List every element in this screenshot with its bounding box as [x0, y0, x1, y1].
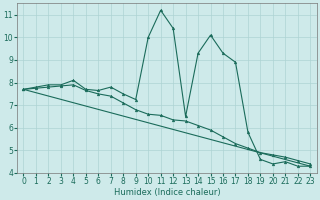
X-axis label: Humidex (Indice chaleur): Humidex (Indice chaleur) — [114, 188, 220, 197]
